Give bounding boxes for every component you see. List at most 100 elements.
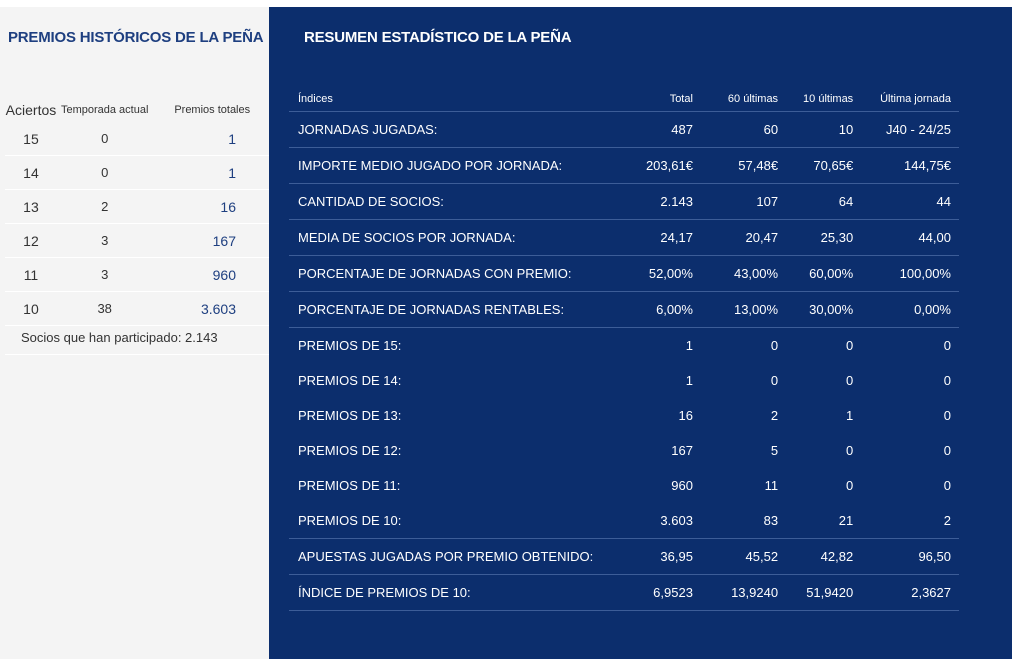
stat-total: 1 (685, 373, 693, 388)
stat-label: PORCENTAJE DE JORNADAS CON PREMIO: (289, 255, 594, 292)
table-row: PREMIOS DE 14: 1 0 0 0 (289, 363, 959, 398)
temporada-cell: 3 (56, 223, 153, 258)
stat-last: 0 (943, 338, 951, 353)
header-aciertos: Aciertos (5, 102, 57, 118)
stat-10: 0 (845, 443, 854, 458)
stat-label: CANTIDAD DE SOCIOS: (289, 183, 594, 220)
stat-10: 0 (845, 338, 854, 353)
stat-last: 0 (943, 443, 951, 458)
temporada-cell: 0 (56, 122, 153, 156)
stat-10: 70,65€ (778, 147, 854, 184)
table-row: PREMIOS DE 10: 3.603 83 21 2 (289, 503, 959, 539)
stat-60: 107 (702, 183, 779, 220)
totales-cell: 1 (152, 122, 272, 156)
stat-total: 6,9523 (593, 574, 703, 611)
stat-60: 0 (770, 338, 779, 353)
stat-10: 21 (778, 503, 854, 539)
stat-label: PREMIOS DE 14: (298, 373, 402, 388)
table-row: PORCENTAJE DE JORNADAS RENTABLES: 6,00% … (289, 291, 959, 328)
stat-10: 25,30 (778, 219, 854, 256)
table-row: ÍNDICE DE PREMIOS DE 10: 6,9523 13,9240 … (289, 574, 959, 611)
table-row: 13 2 16 (5, 189, 272, 224)
stat-10: 42,82 (778, 538, 854, 575)
stat-total: 2.143 (593, 183, 703, 220)
stat-10: 0 (845, 373, 854, 388)
stat-last: 0 (943, 478, 951, 493)
top-strip (0, 0, 1012, 7)
historic-prizes-title: PREMIOS HISTÓRICOS DE LA PEÑA (8, 29, 264, 46)
table-row: 14 0 1 (5, 155, 272, 190)
stat-total: 52,00% (593, 255, 703, 292)
table-row: 12 3 167 (5, 223, 272, 258)
historic-prizes-header-row: Aciertos Temporada actual Premios totale… (5, 98, 272, 122)
header-60-ultimas: 60 últimas (702, 86, 779, 112)
table-row: 15 0 1 (5, 122, 272, 156)
table-row: 11 3 960 (5, 257, 272, 292)
aciertos-cell: 15 (5, 122, 57, 156)
stat-60: 45,52 (702, 538, 779, 575)
stat-total: 960 (671, 478, 693, 493)
header-10-ultimas: 10 últimas (778, 86, 854, 112)
table-row: PREMIOS DE 15: 1 0 0 0 (289, 328, 959, 364)
stats-summary-panel: RESUMEN ESTADÍSTICO DE LA PEÑA Índices T… (269, 7, 1012, 659)
stat-60: 5 (770, 443, 779, 458)
stat-total: 16 (678, 408, 693, 423)
table-row: PORCENTAJE DE JORNADAS CON PREMIO: 52,00… (289, 255, 959, 292)
header-indices: Índices (289, 86, 594, 112)
table-row: IMPORTE MEDIO JUGADO POR JORNADA: 203,61… (289, 147, 959, 184)
totales-cell: 16 (152, 189, 272, 224)
aciertos-cell: 11 (5, 257, 57, 292)
stat-total: 36,95 (593, 538, 703, 575)
stat-last: 44,00 (853, 219, 959, 256)
historic-prizes-panel: PREMIOS HISTÓRICOS DE LA PEÑA Aciertos T… (0, 7, 272, 659)
stats-header-row: Índices Total 60 últimas 10 últimas Últi… (289, 86, 959, 112)
stat-label: PREMIOS DE 15: (298, 338, 402, 353)
stat-60: 13,9240 (702, 574, 779, 611)
header-premios-totales: Premios totales (174, 104, 251, 116)
aciertos-cell: 13 (5, 189, 57, 224)
table-row: 10 38 3.603 (5, 291, 272, 326)
members-participated-text: Socios que han participado: 2.143 (5, 321, 272, 355)
stat-10: 51,9420 (778, 574, 854, 611)
stat-label: IMPORTE MEDIO JUGADO POR JORNADA: (289, 147, 594, 184)
stat-label: PREMIOS DE 11: (298, 478, 401, 493)
stat-10: 64 (778, 183, 854, 220)
stat-total: 1 (685, 338, 693, 353)
stat-total: 203,61€ (593, 147, 703, 184)
stat-last: J40 - 24/25 (853, 111, 959, 148)
totales-cell: 3.603 (152, 291, 272, 326)
stat-total: 24,17 (593, 219, 703, 256)
stat-label: JORNADAS JUGADAS: (289, 111, 594, 148)
stat-60: 60 (702, 111, 779, 148)
stat-10: 60,00% (778, 255, 854, 292)
aciertos-cell: 14 (5, 155, 57, 190)
totales-cell: 1 (152, 155, 272, 190)
table-row: PREMIOS DE 13: 16 2 1 0 (289, 398, 959, 433)
stat-total: 6,00% (593, 291, 703, 328)
stat-label: PREMIOS DE 12: (298, 443, 402, 458)
aciertos-cell: 10 (5, 291, 57, 326)
stat-label: APUESTAS JUGADAS POR PREMIO OBTENIDO: (289, 538, 594, 575)
stats-summary-table: Índices Total 60 últimas 10 últimas Últi… (289, 86, 959, 611)
table-row: PREMIOS DE 12: 167 5 0 0 (289, 433, 959, 468)
stat-60: 20,47 (702, 219, 779, 256)
stat-label: PORCENTAJE DE JORNADAS RENTABLES: (289, 291, 594, 328)
stat-10: 0 (845, 478, 854, 493)
table-row: PREMIOS DE 11: 960 11 0 0 (289, 468, 959, 503)
header-ultima-jornada: Última jornada (853, 86, 959, 112)
totales-cell: 960 (152, 257, 272, 292)
temporada-cell: 2 (56, 189, 153, 224)
totales-cell: 167 (152, 223, 272, 258)
stat-10: 1 (845, 408, 854, 423)
stat-label: ÍNDICE DE PREMIOS DE 10: (289, 574, 594, 611)
table-row: CANTIDAD DE SOCIOS: 2.143 107 64 44 (289, 183, 959, 220)
stat-60: 0 (770, 373, 779, 388)
stat-last: 0 (943, 373, 951, 388)
stat-label: PREMIOS DE 13: (298, 408, 402, 423)
stat-60: 43,00% (702, 255, 779, 292)
temporada-cell: 0 (56, 155, 153, 190)
historic-prizes-table: Aciertos Temporada actual Premios totale… (5, 98, 272, 326)
stat-10: 30,00% (778, 291, 854, 328)
aciertos-cell: 12 (5, 223, 57, 258)
stat-last: 100,00% (853, 255, 959, 292)
